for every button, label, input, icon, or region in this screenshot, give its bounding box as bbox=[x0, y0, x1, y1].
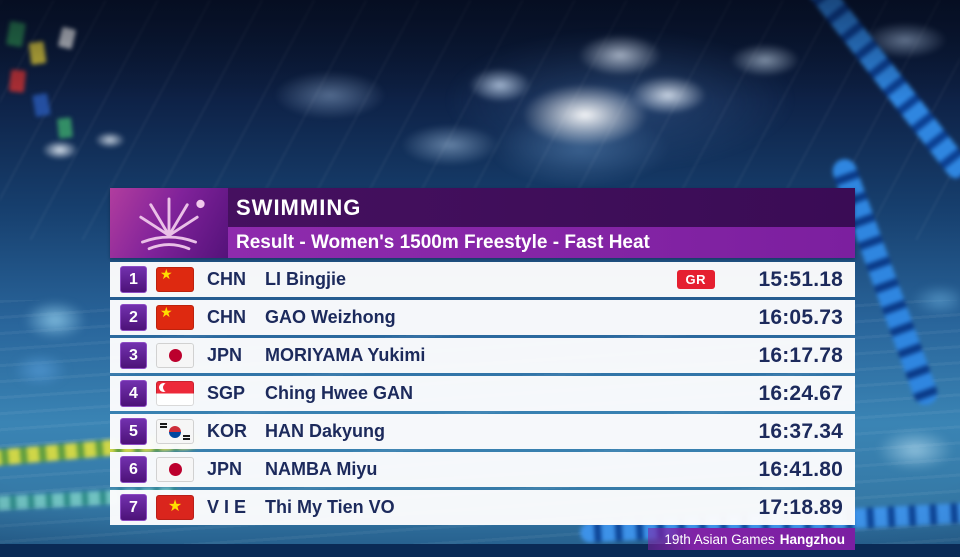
record-badge: GR bbox=[676, 270, 715, 289]
result-row: 6 JPN NAMBA Miyu 16:41.80 bbox=[110, 452, 855, 487]
noc-code: CHN bbox=[207, 307, 246, 327]
flag-icon-jpn bbox=[156, 343, 194, 368]
athlete-name: HAN Dakyung bbox=[265, 421, 386, 441]
games-emblem bbox=[110, 188, 228, 258]
noc-code: CHN bbox=[207, 269, 246, 289]
result-time: 17:18.89 bbox=[758, 495, 843, 519]
result-time: 16:41.80 bbox=[758, 457, 843, 481]
rank-badge: 5 bbox=[120, 418, 147, 445]
header-text-block: SWIMMING Result - Women's 1500m Freestyl… bbox=[228, 188, 855, 258]
rank-badge: 1 bbox=[120, 266, 147, 293]
city-label: Hangzhou bbox=[779, 531, 845, 547]
panel-footer: 19th Asian Games Hangzhou bbox=[110, 528, 855, 550]
results-table: 1 CHN LI Bingjie GR 15:51.18 2 CHN GAO W… bbox=[110, 262, 855, 525]
result-row: 4 SGP Ching Hwee GAN 16:24.67 bbox=[110, 376, 855, 411]
result-row: 7 V I E Thi My Tien VO 17:18.89 bbox=[110, 490, 855, 525]
rank-badge: 7 bbox=[120, 494, 147, 521]
flag-icon-sgp bbox=[156, 381, 194, 406]
athlete-name: GAO Weizhong bbox=[265, 307, 396, 327]
rank-badge: 2 bbox=[120, 304, 147, 331]
flag-icon-chn bbox=[156, 305, 194, 330]
result-row: 1 CHN LI Bingjie GR 15:51.18 bbox=[110, 262, 855, 297]
flag-icon-kor bbox=[156, 419, 194, 444]
sport-title: SWIMMING bbox=[228, 188, 855, 227]
noc-code: SGP bbox=[207, 383, 246, 403]
athlete-name: Ching Hwee GAN bbox=[265, 383, 414, 403]
games-banner: 19th Asian Games Hangzhou bbox=[648, 528, 855, 550]
panel-header: SWIMMING Result - Women's 1500m Freestyl… bbox=[110, 188, 855, 258]
result-time: 16:24.67 bbox=[758, 381, 843, 405]
flag-icon-chn bbox=[156, 267, 194, 292]
noc-code: KOR bbox=[207, 421, 247, 441]
rank-badge: 3 bbox=[120, 342, 147, 369]
athlete-name: LI Bingjie bbox=[265, 269, 346, 289]
games-label: 19th Asian Games bbox=[664, 531, 775, 547]
noc-code: V I E bbox=[207, 497, 247, 517]
results-panel: SWIMMING Result - Women's 1500m Freestyl… bbox=[110, 188, 855, 550]
asian-games-logo-icon bbox=[139, 197, 205, 251]
noc-code: JPN bbox=[207, 459, 243, 479]
athlete-name: MORIYAMA Yukimi bbox=[265, 345, 426, 365]
event-subtitle: Result - Women's 1500m Freestyle - Fast … bbox=[228, 227, 855, 258]
result-time: 16:17.78 bbox=[758, 343, 843, 367]
athlete-name: Thi My Tien VO bbox=[265, 497, 395, 517]
flag-icon-vie bbox=[156, 495, 194, 520]
flag-icon-jpn bbox=[156, 457, 194, 482]
result-row: 2 CHN GAO Weizhong 16:05.73 bbox=[110, 300, 855, 335]
result-time: 15:51.18 bbox=[758, 267, 843, 291]
rank-badge: 6 bbox=[120, 456, 147, 483]
result-time: 16:37.34 bbox=[758, 419, 843, 443]
result-time: 16:05.73 bbox=[758, 305, 843, 329]
noc-code: JPN bbox=[207, 345, 243, 365]
result-row: 3 JPN MORIYAMA Yukimi 16:17.78 bbox=[110, 338, 855, 373]
rank-badge: 4 bbox=[120, 380, 147, 407]
result-row: 5 KOR HAN Dakyung 16:37.34 bbox=[110, 414, 855, 449]
athlete-name: NAMBA Miyu bbox=[265, 459, 378, 479]
